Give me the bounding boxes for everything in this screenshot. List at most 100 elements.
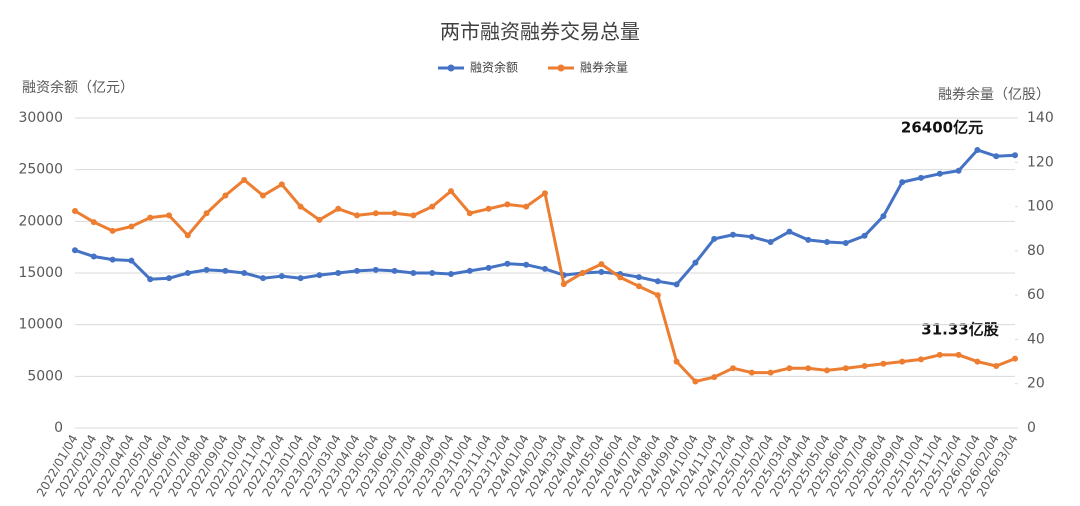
y2-tick-label: 80 xyxy=(1027,243,1045,259)
point xyxy=(861,363,868,369)
point xyxy=(955,167,962,174)
point xyxy=(241,177,248,183)
point xyxy=(748,233,755,240)
point xyxy=(918,356,924,363)
point xyxy=(429,203,436,210)
point xyxy=(72,247,78,254)
point xyxy=(410,212,417,219)
point xyxy=(692,259,699,266)
point xyxy=(880,360,887,367)
point xyxy=(316,272,323,279)
point xyxy=(805,365,812,372)
point xyxy=(147,214,154,221)
y2-tick-label: 140 xyxy=(1027,110,1054,126)
point xyxy=(1012,152,1018,159)
y2-axis-title: 融券余量（亿股） xyxy=(938,86,1050,103)
y2-tick-label: 20 xyxy=(1027,376,1045,392)
legend-marker xyxy=(557,64,565,72)
point xyxy=(504,260,511,267)
point xyxy=(203,210,210,217)
y-tick-label: 5000 xyxy=(27,368,63,384)
point xyxy=(711,374,718,381)
point xyxy=(654,292,661,299)
point xyxy=(767,369,774,376)
point xyxy=(636,283,642,290)
annotation: 31.33亿股 xyxy=(921,321,999,339)
point xyxy=(391,267,398,274)
point xyxy=(523,261,530,268)
point xyxy=(335,270,342,276)
point xyxy=(805,236,812,243)
point xyxy=(222,267,229,274)
point xyxy=(673,358,680,365)
point xyxy=(542,190,548,197)
point xyxy=(128,257,135,264)
point xyxy=(109,227,116,234)
series-line xyxy=(74,178,1016,384)
point xyxy=(448,188,454,195)
point xyxy=(466,267,473,274)
point xyxy=(861,232,868,239)
point xyxy=(278,273,285,280)
point xyxy=(166,275,172,282)
y-tick-label: 0 xyxy=(54,420,63,436)
point xyxy=(485,205,492,212)
y-tick-label: 30000 xyxy=(18,110,63,126)
legend-label: 融券余量 xyxy=(580,60,628,75)
point xyxy=(448,271,454,278)
point xyxy=(72,208,78,214)
point xyxy=(166,212,172,219)
point xyxy=(410,270,417,276)
point xyxy=(260,275,266,282)
point xyxy=(636,274,642,281)
y2-tick-label: 120 xyxy=(1027,154,1054,170)
point xyxy=(316,216,323,223)
point xyxy=(391,210,398,217)
point xyxy=(1012,355,1018,362)
point xyxy=(918,174,924,181)
y-tick-label: 25000 xyxy=(18,162,63,178)
point xyxy=(241,270,248,276)
point xyxy=(579,270,586,276)
point xyxy=(899,358,906,365)
point xyxy=(90,219,97,226)
point xyxy=(260,192,266,199)
point xyxy=(184,270,191,276)
point xyxy=(711,235,718,242)
y2-tick-label: 40 xyxy=(1027,331,1045,347)
point xyxy=(748,369,755,376)
point xyxy=(598,261,605,268)
point xyxy=(372,210,379,217)
point xyxy=(936,351,943,358)
point xyxy=(824,367,830,374)
point xyxy=(203,266,210,273)
annotation: 26400亿元 xyxy=(901,119,983,137)
point xyxy=(109,256,116,263)
point xyxy=(673,281,680,288)
point xyxy=(786,365,793,372)
point xyxy=(880,213,887,220)
point xyxy=(504,201,511,208)
y2-tick-label: 0 xyxy=(1027,420,1036,436)
point xyxy=(523,203,530,210)
chart-title: 两市融资融券交易总量 xyxy=(440,20,640,44)
y-tick-label: 15000 xyxy=(18,265,63,281)
point xyxy=(466,210,473,217)
point xyxy=(184,232,191,239)
point xyxy=(899,179,906,186)
y-tick-label: 20000 xyxy=(18,213,63,229)
point xyxy=(335,205,342,212)
point xyxy=(617,274,624,281)
point xyxy=(485,264,492,271)
point xyxy=(842,240,849,247)
y2-tick-label: 60 xyxy=(1027,287,1045,303)
point xyxy=(767,239,774,245)
point xyxy=(936,170,943,177)
point xyxy=(730,231,736,238)
point xyxy=(429,270,436,276)
point xyxy=(730,365,736,372)
point xyxy=(786,228,793,235)
point xyxy=(654,278,661,285)
point xyxy=(560,281,567,288)
